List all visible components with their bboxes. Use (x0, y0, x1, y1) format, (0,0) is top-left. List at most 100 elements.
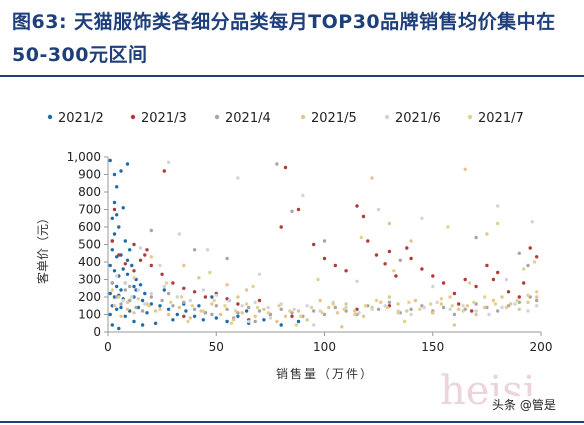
data-point (143, 291, 147, 296)
data-point (402, 319, 407, 324)
data-point (186, 319, 190, 324)
data-point (110, 288, 115, 292)
data-point (294, 323, 299, 327)
data-point (491, 298, 496, 303)
data-point (123, 314, 128, 318)
data-point (132, 269, 136, 273)
data-point (394, 274, 398, 278)
data-point (192, 290, 197, 294)
data-point (175, 312, 179, 317)
y-tick-label: 300 (78, 273, 101, 287)
x-tick-label: 0 (104, 340, 112, 354)
data-point (201, 288, 205, 292)
data-point (115, 284, 119, 289)
data-point (117, 253, 121, 257)
data-point (483, 305, 487, 310)
data-point (147, 304, 151, 308)
data-point (119, 288, 123, 292)
data-point (212, 298, 216, 303)
series-2021-7 (110, 221, 539, 327)
legend-marker (47, 114, 53, 120)
axes: 0 100 200 300 400 500 600 700 800 900 1,000 0 50 100 1… (67, 150, 553, 354)
data-point (275, 162, 279, 166)
data-point (262, 307, 266, 311)
data-point (374, 298, 379, 303)
data-point (192, 307, 197, 311)
data-point (470, 309, 474, 313)
data-point (236, 176, 240, 180)
data-point (509, 302, 513, 306)
data-point (461, 309, 465, 313)
data-point (115, 307, 119, 311)
series-2021-3 (110, 165, 539, 322)
y-tick-label: 400 (78, 255, 101, 269)
data-point (182, 300, 186, 304)
data-point (485, 232, 489, 236)
data-point (355, 204, 359, 208)
data-point (441, 281, 446, 285)
data-point (526, 293, 530, 297)
data-point (125, 307, 130, 311)
data-point (353, 312, 357, 317)
data-point (244, 288, 249, 292)
footer-divider (0, 421, 584, 423)
legend-marker (214, 114, 220, 120)
data-point (130, 263, 134, 268)
data-point (208, 270, 212, 275)
data-point (182, 263, 186, 268)
data-point (409, 312, 413, 317)
data-point (143, 302, 147, 306)
data-point (223, 304, 227, 308)
data-point (526, 309, 530, 313)
data-point (149, 263, 153, 268)
data-point (123, 281, 128, 285)
y-tick-label: 500 (78, 238, 101, 252)
data-point (115, 213, 119, 217)
data-point (405, 309, 409, 313)
data-point (322, 256, 327, 261)
data-point (528, 246, 532, 250)
data-point (322, 239, 327, 243)
data-points (108, 158, 539, 331)
data-point (420, 216, 424, 220)
data-point (333, 305, 337, 310)
legend-item: 2021/2 (47, 111, 104, 126)
data-point (117, 225, 121, 229)
data-point (374, 253, 379, 257)
data-point (225, 256, 229, 261)
legend-marker (467, 114, 473, 120)
data-point (288, 309, 292, 313)
data-point (110, 323, 115, 327)
data-point (279, 323, 283, 327)
data-point (108, 312, 112, 317)
data-point (121, 298, 125, 303)
data-point (305, 304, 309, 308)
data-point (385, 305, 389, 310)
data-point (493, 302, 498, 306)
data-point (123, 288, 128, 292)
data-point (485, 263, 489, 268)
data-point (108, 263, 112, 268)
legend-marker (130, 114, 136, 120)
data-point (136, 288, 140, 292)
data-point (125, 300, 130, 304)
data-point (214, 316, 218, 320)
legend-label: 2021/2 (58, 111, 104, 126)
y-tick-label: 800 (78, 185, 101, 199)
data-point (190, 304, 195, 308)
data-point (517, 295, 521, 299)
data-point (413, 298, 418, 303)
data-point (506, 290, 511, 294)
data-point (192, 248, 197, 252)
data-point (110, 281, 115, 285)
data-point (275, 319, 279, 324)
y-tick-label: 100 (78, 308, 101, 322)
data-point (366, 239, 370, 243)
data-point (331, 302, 335, 306)
data-point (535, 295, 539, 299)
data-point (160, 272, 164, 276)
data-point (418, 307, 422, 311)
data-point (266, 305, 270, 310)
legend-item: 2021/4 (214, 111, 271, 126)
data-point (483, 295, 487, 299)
